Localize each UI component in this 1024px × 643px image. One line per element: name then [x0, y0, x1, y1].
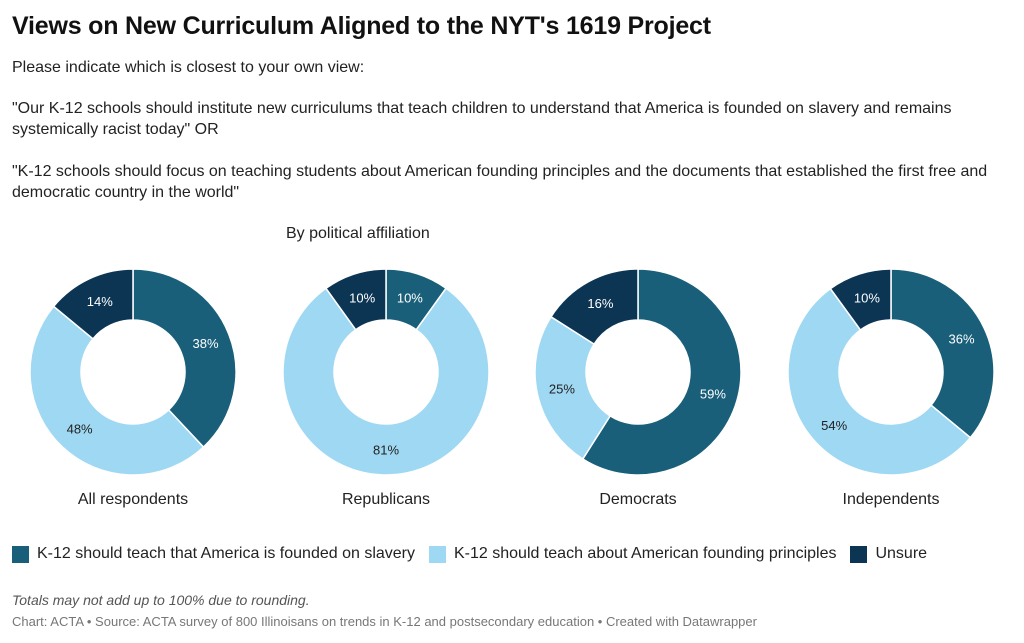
legend-swatch-slavery [12, 545, 29, 563]
legend-label-slavery: K-12 should teach that America is founde… [37, 545, 415, 562]
slice-all-respondents-slavery [132, 268, 237, 449]
chart-name-independents: Independents [843, 491, 940, 508]
footnote: Totals may not add up to 100% due to rou… [12, 592, 310, 608]
data-label-all-respondents-slavery: 38% [193, 336, 219, 351]
data-label-republicans-unsure: 10% [349, 290, 375, 305]
legend: K-12 should teach that America is founde… [12, 545, 941, 563]
chart-name-republicans: Republicans [342, 491, 430, 508]
data-label-all-respondents-founding-principles: 48% [67, 421, 93, 436]
data-label-democrats-slavery: 59% [700, 386, 726, 401]
legend-item-founding-principles: K-12 should teach about American foundin… [429, 545, 836, 563]
data-label-democrats-founding-principles: 25% [549, 382, 575, 397]
data-label-independents-founding-principles: 54% [821, 418, 847, 433]
subheading: By political affiliation [286, 225, 430, 242]
slice-all-respondents-founding-principles [29, 305, 205, 476]
chart-name-all-respondents: All respondents [78, 491, 188, 508]
slice-democrats-slavery [581, 268, 742, 476]
data-label-independents-unsure: 10% [854, 290, 880, 305]
legend-item-slavery: K-12 should teach that America is founde… [12, 545, 415, 563]
slice-democrats-founding-principles [534, 315, 612, 461]
data-label-republicans-slavery: 10% [397, 290, 423, 305]
data-label-republicans-founding-principles: 81% [373, 443, 399, 458]
donut-all-respondents: 38% 48% 14% [29, 268, 237, 476]
slice-independents-unsure [829, 268, 892, 331]
data-label-all-respondents-unsure: 14% [87, 294, 113, 309]
legend-item-unsure: Unsure [850, 545, 927, 563]
legend-swatch-founding-principles [429, 545, 446, 563]
legend-label-founding-principles: K-12 should teach about American foundin… [454, 545, 837, 562]
description-option-b: "K-12 schools should focus on teaching s… [12, 163, 988, 201]
chart-title: Views on New Curriculum Aligned to the N… [12, 12, 711, 40]
data-label-independents-slavery: 36% [949, 331, 975, 346]
donut-republicans: 10% 81% 10% [282, 268, 490, 476]
data-label-democrats-unsure: 16% [587, 296, 613, 311]
legend-label-unsure: Unsure [875, 545, 928, 562]
legend-swatch-unsure [850, 545, 868, 563]
slice-all-respondents-unsure [52, 268, 134, 340]
chart-name-democrats: Democrats [599, 491, 676, 508]
slice-independents-slavery [890, 268, 995, 439]
donut-democrats: 59% 25% 16% [534, 268, 742, 476]
donut-independents: 36% 54% 10% [787, 268, 995, 476]
source-footer: Chart: ACTA • Source: ACTA survey of 800… [12, 614, 757, 629]
description-option-a: "Our K-12 schools should institute new c… [12, 100, 952, 138]
slice-republicans-founding-principles [282, 287, 490, 476]
slice-republicans-unsure [324, 268, 387, 331]
description-prompt: Please indicate which is closest to your… [12, 59, 365, 76]
slice-independents-founding-principles [787, 287, 972, 476]
slice-democrats-unsure [549, 268, 639, 346]
